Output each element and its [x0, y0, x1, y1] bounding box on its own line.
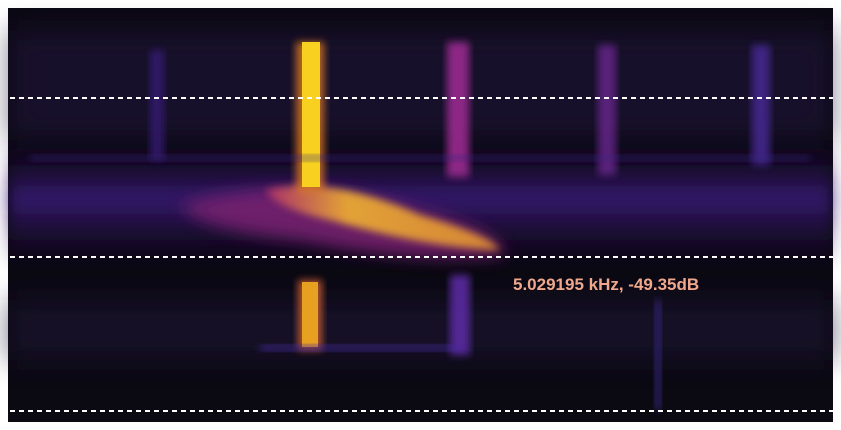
spectrogram-image — [8, 30, 833, 410]
page: 5.029195 kHz, -49.35dB (() => { const da… — [0, 0, 841, 430]
spectrogram-view: 5.029195 kHz, -49.35dB — [0, 0, 841, 430]
cursor-readout: 5.029195 kHz, -49.35dB — [513, 275, 699, 294]
